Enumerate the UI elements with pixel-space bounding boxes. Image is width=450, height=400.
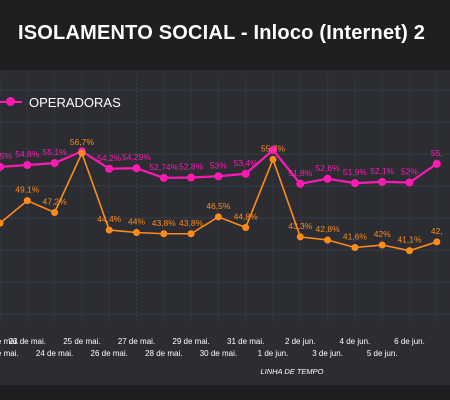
data-label: 44% [128,217,145,227]
data-label: 49,1% [15,185,40,195]
data-point [214,172,223,181]
data-label: 52,6% [316,163,341,173]
legend-marker [6,97,15,106]
x-tick-label: 27 de mai. [118,337,155,346]
x-tick-label: 4 de jun. [340,337,371,346]
data-label: 52,8% [179,162,204,172]
data-point [296,233,304,241]
data-label: 53% [210,160,227,170]
x-tick-label: 26 de mai. [91,349,128,358]
page-title: ISOLAMENTO SOCIAL - Inloco (Internet) 2 [18,22,426,44]
data-point [350,179,359,188]
data-point [187,230,195,238]
data-label: 43,3% [288,221,313,231]
data-label: 54,5% [0,151,12,161]
data-point [269,155,277,163]
data-point [241,169,250,178]
x-tick-label: 5 de jun. [367,349,398,358]
legend-label: OPERADORAS [29,94,121,110]
x-tick-label: 1 de jun. [258,349,289,358]
data-point [324,236,332,244]
data-point [23,197,31,205]
data-point [78,149,86,157]
x-axis-label: LINHA DE TEMPO [260,367,323,376]
data-point [105,226,113,234]
x-tick-label: 22 de mai. [0,337,19,346]
x-tick-label: 3 de jun. [312,349,343,358]
data-label: 43,8% [152,218,177,228]
data-point [132,164,141,173]
data-point [323,174,332,183]
data-point [23,161,32,169]
x-tick-label: 31 de mai. [227,337,264,346]
data-label: 47,2% [43,197,68,207]
data-point [405,178,414,187]
legend-swatch [0,97,22,106]
data-label: 44,8% [234,212,259,222]
data-point [51,209,59,216]
data-label: 53,4% [234,158,259,168]
data-label: 51,8% [288,168,313,178]
data-point [187,173,196,182]
data-label: 41,6% [343,232,368,242]
data-point [160,230,168,238]
data-label: 42% [374,229,391,239]
data-label: 43,8% [179,218,204,228]
data-point [378,177,387,186]
data-label: 52,1% [370,166,395,176]
x-tick-label: 23 de mai. [9,337,46,346]
data-label: 42,8% [316,224,341,234]
data-point [214,213,222,221]
data-label: 46,5% [206,201,231,211]
data-label: 44,4% [97,214,122,224]
legend[interactable]: OPERADORAS [0,92,121,112]
data-label: 54,29% [122,152,151,162]
x-tick-label: 25 de mai. [63,337,100,346]
data-label: 42, [431,226,443,236]
x-tick-label: 22 de mai. [0,349,19,358]
data-label: 54,2% [97,153,122,163]
x-tick-label: 30 de mai. [200,349,237,358]
data-label: 52,74% [149,162,178,172]
data-point [432,159,441,168]
data-label: 51,9% [343,167,368,177]
data-point [50,159,59,168]
x-tick-label: 28 de mai. [145,349,182,358]
data-point [406,247,413,255]
data-point [0,162,4,171]
data-point [159,173,168,182]
header: ISOLAMENTO SOCIAL - Inloco (Internet) 2 [0,0,450,68]
x-tick-label: 6 de jun. [394,337,425,346]
data-point [351,244,359,251]
x-tick-label: 2 de jun. [285,337,316,346]
data-point [133,229,140,236]
data-label: 55,1% [43,147,68,157]
data-point [269,146,277,154]
data-point [296,179,305,188]
data-label: 52% [401,167,418,177]
data-point [105,164,114,173]
data-label: 55, [431,148,443,158]
data-label: 56,7% [70,137,95,147]
data-label: 41,1% [397,235,422,245]
data-point [242,224,250,231]
data-label: 54,8% [15,149,40,159]
data-label: 55,7% [261,143,286,153]
data-point [433,238,441,246]
data-point [0,219,4,227]
data-point [378,241,386,249]
x-tick-label: 29 de mai. [172,337,209,346]
x-tick-label: 24 de mai. [36,349,73,358]
